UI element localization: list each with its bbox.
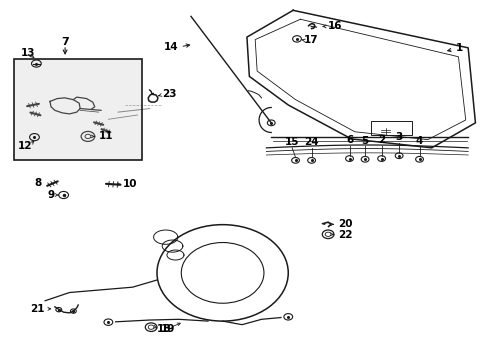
Text: 7: 7 — [61, 37, 69, 48]
Text: 6: 6 — [345, 135, 352, 145]
Bar — [14, 59, 142, 160]
Text: 3: 3 — [395, 132, 402, 142]
Text: 8: 8 — [34, 178, 41, 188]
Bar — [370, 121, 411, 135]
Text: 24: 24 — [304, 137, 318, 147]
Text: 5: 5 — [361, 136, 368, 146]
Text: 1: 1 — [455, 43, 462, 53]
Text: 16: 16 — [327, 21, 342, 31]
Text: 22: 22 — [337, 230, 352, 240]
Text: 17: 17 — [303, 35, 318, 45]
Text: 21: 21 — [30, 304, 44, 314]
Text: 18: 18 — [157, 324, 171, 334]
Text: 19: 19 — [161, 324, 175, 334]
Text: 20: 20 — [337, 219, 352, 229]
Text: 15: 15 — [285, 137, 299, 147]
Text: 10: 10 — [122, 179, 137, 189]
Text: 9: 9 — [48, 190, 55, 200]
Text: 13: 13 — [21, 48, 35, 58]
Text: 2: 2 — [377, 135, 385, 145]
Text: 4: 4 — [415, 136, 422, 146]
Text: 23: 23 — [162, 89, 176, 99]
Text: 12: 12 — [18, 141, 32, 151]
Text: 14: 14 — [164, 42, 179, 52]
Text: 11: 11 — [99, 131, 113, 141]
